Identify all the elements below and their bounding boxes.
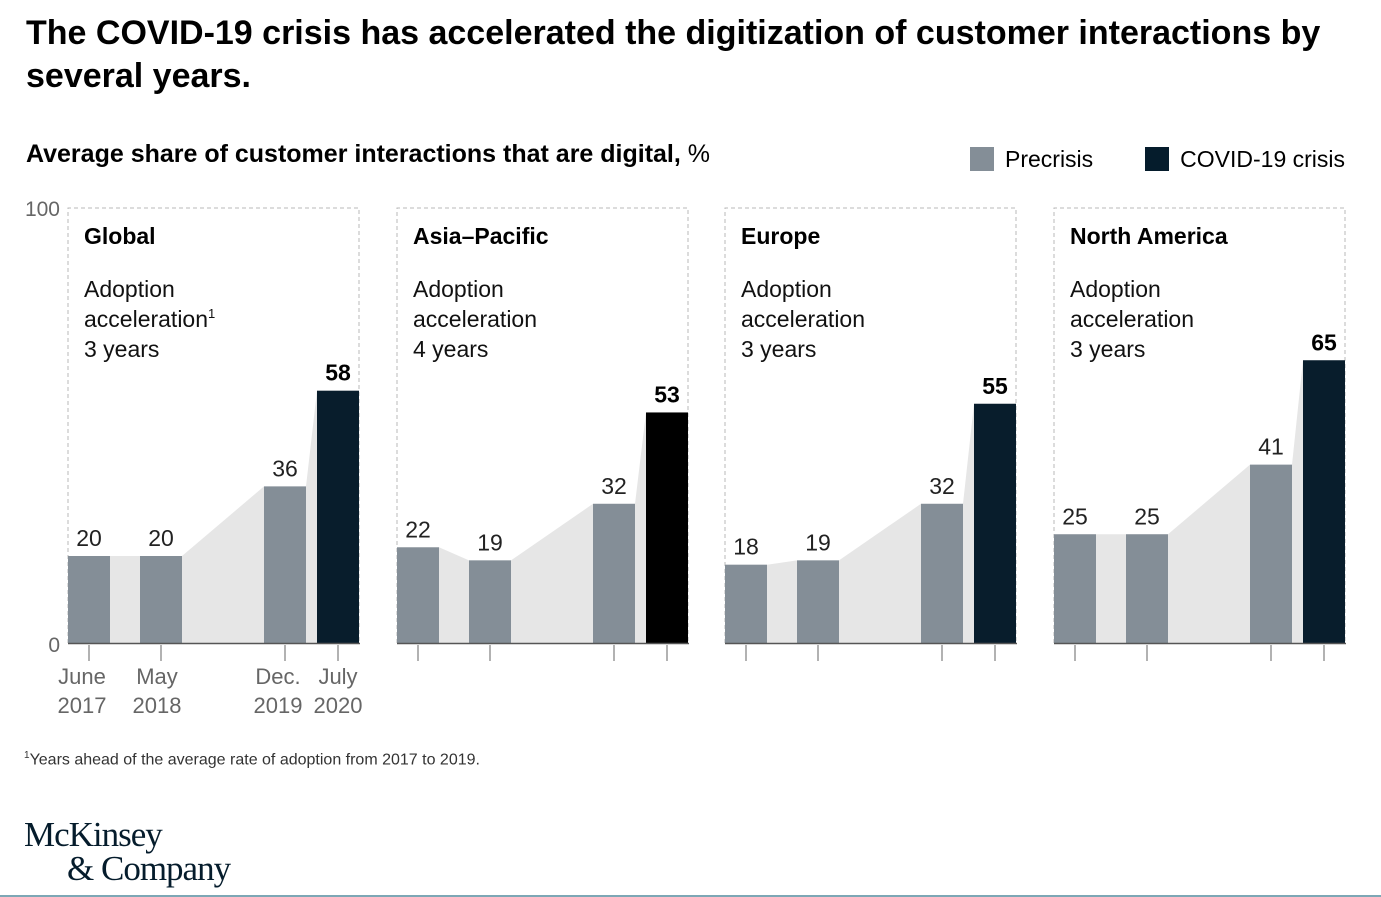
data-label-asia-pacific-0: 22 — [405, 516, 431, 542]
bar-precrisis-asia-pacific-1 — [469, 560, 511, 643]
logo-line-2: & Company — [67, 849, 231, 888]
legend-item-precrisis: Precrisis — [970, 146, 1093, 173]
x-tick-label-0-line1: June — [58, 664, 106, 689]
bar-precrisis-europe-0 — [725, 564, 767, 643]
x-tick-label-2-line2: 2019 — [254, 693, 303, 718]
footnote: 1Years ahead of the average rate of adop… — [24, 750, 480, 769]
data-label-asia-pacific-2: 32 — [601, 473, 627, 499]
legend-item-covid: COVID-19 crisis — [1145, 146, 1345, 173]
acceleration-value-global: 3 years — [84, 336, 159, 362]
footnote-text: Years ahead of the average rate of adopt… — [29, 751, 480, 769]
mckinsey-logo: McKinsey & Company — [24, 815, 231, 888]
bar-covid-asia-pacific — [646, 412, 688, 643]
legend-swatch-precrisis — [970, 147, 994, 171]
acceleration-footnote-mark-global: 1 — [208, 306, 215, 321]
bar-covid-global — [317, 390, 359, 643]
acceleration-label-1-europe: Adoption — [741, 276, 832, 302]
bar-precrisis-asia-pacific-2 — [593, 503, 635, 643]
bar-precrisis-north-america-0 — [1054, 534, 1096, 643]
data-label-north-america-0: 25 — [1062, 503, 1088, 529]
trend-area-global — [68, 390, 359, 643]
chart-subtitle: Average share of customer interactions t… — [26, 140, 710, 169]
data-label-asia-pacific-1: 19 — [477, 529, 503, 555]
x-tick-label-0-line2: 2017 — [58, 693, 107, 718]
panel-frame-europe — [724, 207, 1017, 643]
bar-precrisis-global-0 — [68, 556, 110, 643]
panel-frame-global — [67, 207, 360, 643]
y-tick-label-0: 0 — [48, 634, 60, 657]
trend-area-asia-pacific — [397, 412, 688, 643]
panel-title-asia-pacific: Asia–Pacific — [413, 223, 549, 249]
acceleration-label-1-asia-pacific: Adoption — [413, 276, 504, 302]
data-label-europe-2: 32 — [929, 473, 955, 499]
bar-precrisis-global-2 — [264, 486, 306, 643]
data-label-europe-0: 18 — [733, 534, 759, 560]
x-tick-label-1-line1: May — [136, 664, 178, 689]
logo-line-1: McKinsey — [24, 815, 163, 854]
bar-precrisis-europe-1 — [797, 560, 839, 643]
data-label-global-2: 36 — [272, 455, 298, 481]
x-tick-label-2-line1: Dec. — [255, 664, 300, 689]
acceleration-value-asia-pacific: 4 years — [413, 336, 488, 362]
legend-label-covid: COVID-19 crisis — [1180, 145, 1346, 172]
data-label-europe-1: 19 — [805, 529, 831, 555]
x-tick-label-3-line2: 2020 — [314, 693, 363, 718]
acceleration-label-2-europe: acceleration — [741, 306, 865, 332]
bar-precrisis-global-1 — [140, 556, 182, 643]
bar-precrisis-asia-pacific-0 — [397, 547, 439, 643]
data-label-north-america-1: 25 — [1134, 503, 1160, 529]
chart-legend: Precrisis COVID-19 crisis — [970, 144, 1345, 174]
data-label-asia-pacific-3: 53 — [654, 381, 680, 407]
acceleration-label-1-north-america: Adoption — [1070, 276, 1161, 302]
panel-title-europe: Europe — [741, 223, 820, 249]
page-title: The COVID-19 crisis has accelerated the … — [26, 14, 1321, 95]
acceleration-label-2-north-america: acceleration — [1070, 306, 1194, 332]
data-label-europe-3: 55 — [982, 373, 1008, 399]
x-tick-label-3-line1: July — [318, 664, 357, 689]
footnote-mark: 1 — [24, 750, 30, 761]
bar-precrisis-europe-2 — [921, 503, 963, 643]
y-tick-label-100: 100 — [25, 198, 60, 221]
chart-unit: % — [687, 140, 711, 168]
data-label-north-america-3: 65 — [1311, 329, 1337, 355]
data-label-global-1: 20 — [148, 525, 174, 551]
trend-area-north-america — [1054, 360, 1345, 643]
panel-title-global: Global — [84, 223, 156, 249]
legend-label-precrisis: Precrisis — [1005, 145, 1094, 172]
data-label-global-3: 58 — [325, 360, 351, 386]
data-label-north-america-2: 41 — [1258, 434, 1284, 460]
bar-precrisis-north-america-2 — [1250, 464, 1292, 643]
panel-frame-north-america — [1053, 207, 1346, 643]
trend-area-europe — [725, 403, 1016, 643]
bottom-rule — [0, 895, 1381, 897]
acceleration-label-2-global: acceleration1 — [84, 306, 215, 332]
panel-frame-asia-pacific — [396, 207, 689, 643]
bar-covid-north-america — [1303, 360, 1345, 643]
legend-swatch-covid — [1145, 147, 1170, 171]
acceleration-value-europe: 3 years — [741, 336, 816, 362]
data-label-global-0: 20 — [76, 525, 102, 551]
bar-precrisis-north-america-1 — [1126, 534, 1168, 643]
x-tick-label-1-line2: 2018 — [133, 693, 182, 718]
acceleration-value-north-america: 3 years — [1070, 336, 1145, 362]
bar-covid-europe — [974, 403, 1016, 643]
acceleration-label-1-global: Adoption — [84, 276, 175, 302]
panel-title-north-america: North America — [1070, 223, 1228, 249]
acceleration-label-2-asia-pacific: acceleration — [413, 306, 537, 332]
chart-subtitle-text: Average share of customer interactions t… — [26, 140, 681, 168]
